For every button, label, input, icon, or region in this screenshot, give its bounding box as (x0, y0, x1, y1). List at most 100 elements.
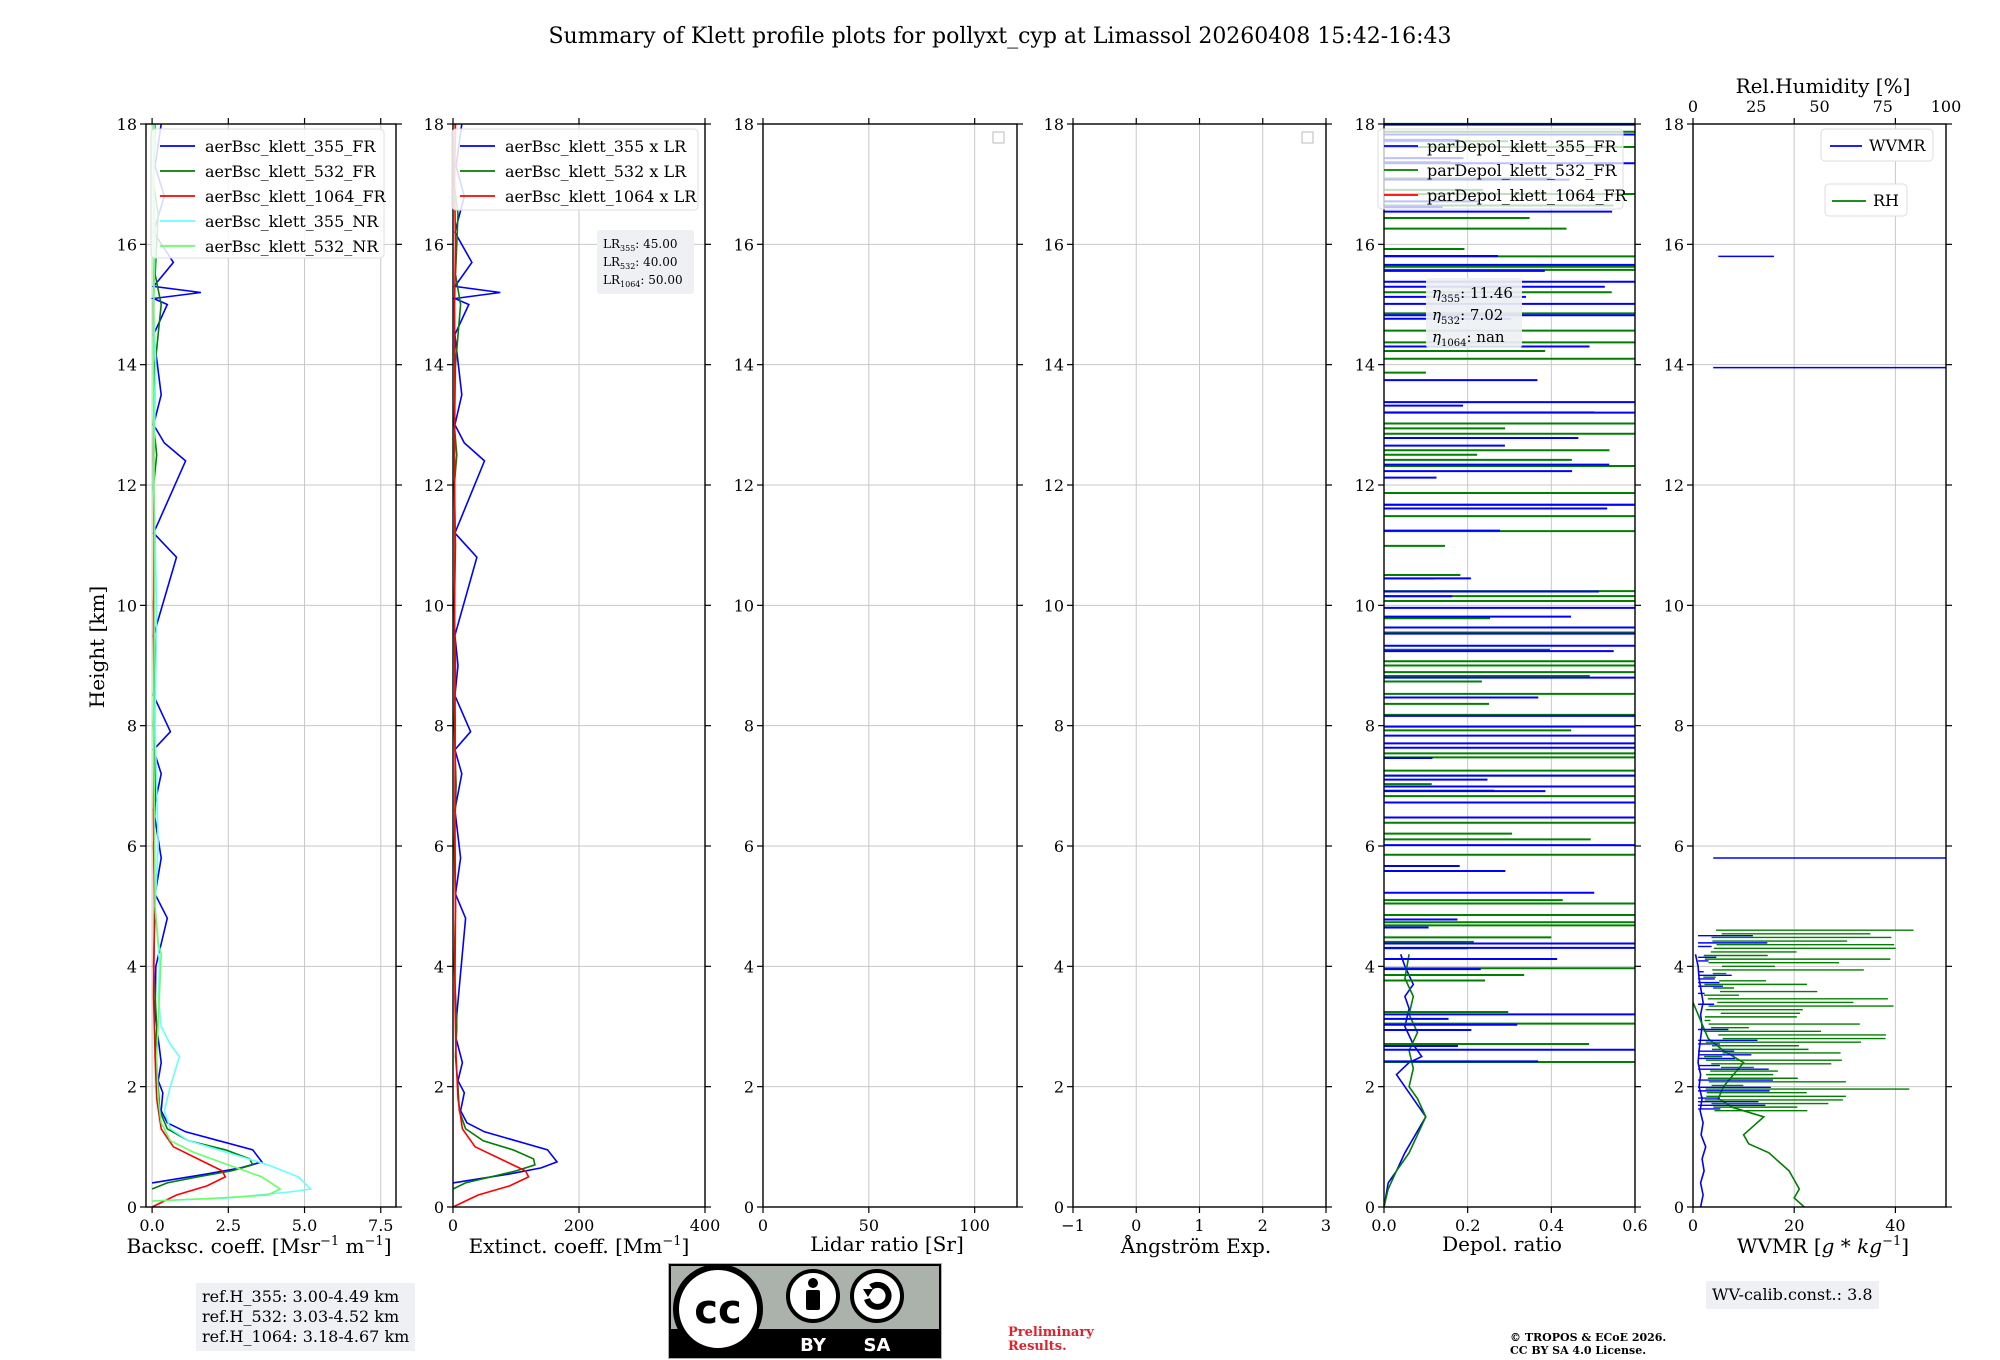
ytick-label-lr-1: 2 (744, 1078, 754, 1097)
ytick-label-wv-6: 12 (1664, 476, 1684, 495)
ytick-label-depol-8: 16 (1355, 235, 1375, 254)
ytick-label-ext-3: 6 (434, 837, 444, 856)
legend-label-depol-532: parDepol_klett_532_FR (1427, 161, 1618, 180)
ref-height-355: ref.H_355: 3.00-4.49 km (202, 1287, 400, 1306)
ytick-label-lr-0: 0 (744, 1198, 754, 1217)
ref-height-532: ref.H_532: 3.03-4.52 km (202, 1307, 400, 1326)
wv-calibration-box: WV-calib.const.: 3.8 (1706, 1281, 1879, 1309)
svg-text:LR1064: 50.00: LR1064: 50.00 (603, 273, 683, 289)
top-tick-label-3: 75 (1873, 97, 1893, 116)
preliminary-line-1: Preliminary (1008, 1325, 1094, 1340)
svg-text:LR355: 45.00: LR355: 45.00 (603, 237, 678, 253)
series-bsc-0 (150, 123, 264, 1184)
xtick-label-depol-0: 0.0 (1371, 1216, 1396, 1235)
xtick-label-wv-0: 0 (1688, 1216, 1698, 1235)
ytick-label-ang-0: 0 (1054, 1198, 1064, 1217)
panel-depol: 0 2 4 6 8 10 12 14 16 18 0.0 0.2 0.4 0.6 (1355, 115, 1648, 1235)
series-ext-1 (452, 123, 536, 1190)
ytick-label-depol-3: 6 (1365, 837, 1375, 856)
eta532-value: 7.02 (1470, 306, 1503, 324)
ytick-label-wv-7: 14 (1664, 356, 1684, 375)
series-bsc-1 (151, 123, 254, 1190)
ytick-label-bsc-0: 0 (127, 1198, 137, 1217)
xtick-label-ang-3: 2 (1258, 1216, 1268, 1235)
ytick-label-wv-9: 18 (1664, 115, 1684, 134)
ytick-label-wv-0: 0 (1674, 1198, 1684, 1217)
ytick-label-ang-5: 10 (1044, 596, 1064, 615)
ytick-label-depol-2: 4 (1365, 957, 1375, 976)
ytick-label-wv-8: 16 (1664, 235, 1684, 254)
ytick-label-ang-9: 18 (1044, 115, 1064, 134)
legend-label-depol-355: parDepol_klett_355_FR (1427, 137, 1618, 156)
xtick-label-bsc-2: 5.0 (292, 1216, 317, 1235)
ytick-label-ang-1: 2 (1054, 1078, 1064, 1097)
xlabel-depol: Depol. ratio (1442, 1232, 1562, 1256)
sa-label: SA (864, 1335, 891, 1356)
sa-share-icon (850, 1269, 904, 1323)
ytick-label-ext-0: 0 (434, 1198, 444, 1217)
ytick-label-wv-1: 2 (1674, 1078, 1684, 1097)
lr1064-value: 50.00 (648, 273, 682, 287)
legend-depolarization: parDepol_klett_355_FR parDepol_klett_532… (1377, 128, 1628, 210)
legend-label-ext-532: aerBsc_klett_532 x LR (505, 162, 687, 181)
series-bsc-2 (151, 123, 227, 1208)
ytick-label-depol-1: 2 (1365, 1078, 1375, 1097)
ytick-label-wv-3: 6 (1674, 837, 1684, 856)
ytick-label-depol-7: 14 (1355, 356, 1375, 375)
ytick-label-ext-1: 2 (434, 1078, 444, 1097)
ytick-label-bsc-5: 10 (117, 596, 137, 615)
legend-label-depol-1064: parDepol_klett_1064_FR (1427, 186, 1628, 205)
legend-label-wvmr: WVMR (1869, 136, 1926, 155)
ytick-label-ang-8: 16 (1044, 235, 1064, 254)
svg-text:η1064: nan: η1064: nan (1432, 328, 1505, 349)
ytick-label-lr-4: 8 (744, 717, 754, 736)
axes-frame-wv (1692, 123, 1947, 1208)
ytick-label-bsc-9: 18 (117, 115, 137, 134)
eta1064-value: nan (1476, 328, 1505, 346)
legend-label-bsc-1064-fr: aerBsc_klett_1064_FR (205, 187, 387, 206)
ytick-label-depol-9: 18 (1355, 115, 1375, 134)
xtick-label-ang-2: 1 (1194, 1216, 1204, 1235)
empty-legend-ang (1301, 131, 1314, 144)
axes-frame-bsc (145, 123, 397, 1208)
legend-label-ext-355: aerBsc_klett_355 x LR (505, 137, 687, 156)
ytick-label-depol-0: 0 (1365, 1198, 1375, 1217)
figure-title: Summary of Klett profile plots for polly… (548, 24, 1451, 49)
legend-label-rh: RH (1873, 191, 1899, 210)
wv-calib-const: WV-calib.const.: 3.8 (1712, 1285, 1873, 1304)
ytick-label-bsc-7: 14 (117, 356, 137, 375)
legend-rh: RH (1824, 183, 1908, 217)
copyright-note: © TROPOS & ECoE 2026. CC BY SA 4.0 Licen… (1510, 1331, 1666, 1357)
xtick-label-bsc-3: 7.5 (368, 1216, 393, 1235)
ytick-label-ext-8: 16 (424, 235, 444, 254)
top-tick-label-0: 0 (1688, 97, 1698, 116)
ytick-label-lr-6: 12 (734, 476, 754, 495)
xtick-label-lr-1: 50 (859, 1216, 879, 1235)
xlabel-angstrom: Ångström Exp. (1120, 1233, 1271, 1258)
ytick-label-ext-2: 4 (434, 957, 444, 976)
empty-legend-lr (992, 131, 1005, 144)
series-bsc-3 (152, 123, 313, 1202)
copyright-line-1: © TROPOS & ECoE 2026. (1510, 1331, 1667, 1344)
ytick-label-bsc-8: 16 (117, 235, 137, 254)
svg-text:LR532: 40.00: LR532: 40.00 (603, 255, 678, 271)
top-tick-label-4: 100 (1931, 97, 1962, 116)
top-xlabel-rh: Rel.Humidity [%] (1736, 74, 1911, 98)
xtick-label-bsc-0: 0.0 (139, 1216, 164, 1235)
panel-lr: 0 2 4 6 8 10 12 14 16 18 0 50 100 (734, 115, 1023, 1235)
cc-text: cc (694, 1287, 741, 1333)
ytick-label-lr-9: 18 (734, 115, 754, 134)
xlabel-backscatter: Backsc. coeff. [Msr−1 m−1] (127, 1234, 392, 1258)
lidar-ratio-annotation: LR355: 45.00 LR532: 40.00 LR1064: 50.00 (597, 230, 694, 294)
ytick-label-ang-7: 14 (1044, 356, 1064, 375)
ytick-label-wv-2: 4 (1674, 957, 1684, 976)
ytick-label-ext-4: 8 (434, 717, 444, 736)
ytick-label-bsc-1: 2 (127, 1078, 137, 1097)
ytick-label-wv-4: 8 (1674, 717, 1684, 736)
ytick-label-wv-5: 10 (1664, 596, 1684, 615)
copyright-line-2: CC BY SA 4.0 License. (1510, 1344, 1647, 1357)
top-tick-label-2: 50 (1809, 97, 1829, 116)
